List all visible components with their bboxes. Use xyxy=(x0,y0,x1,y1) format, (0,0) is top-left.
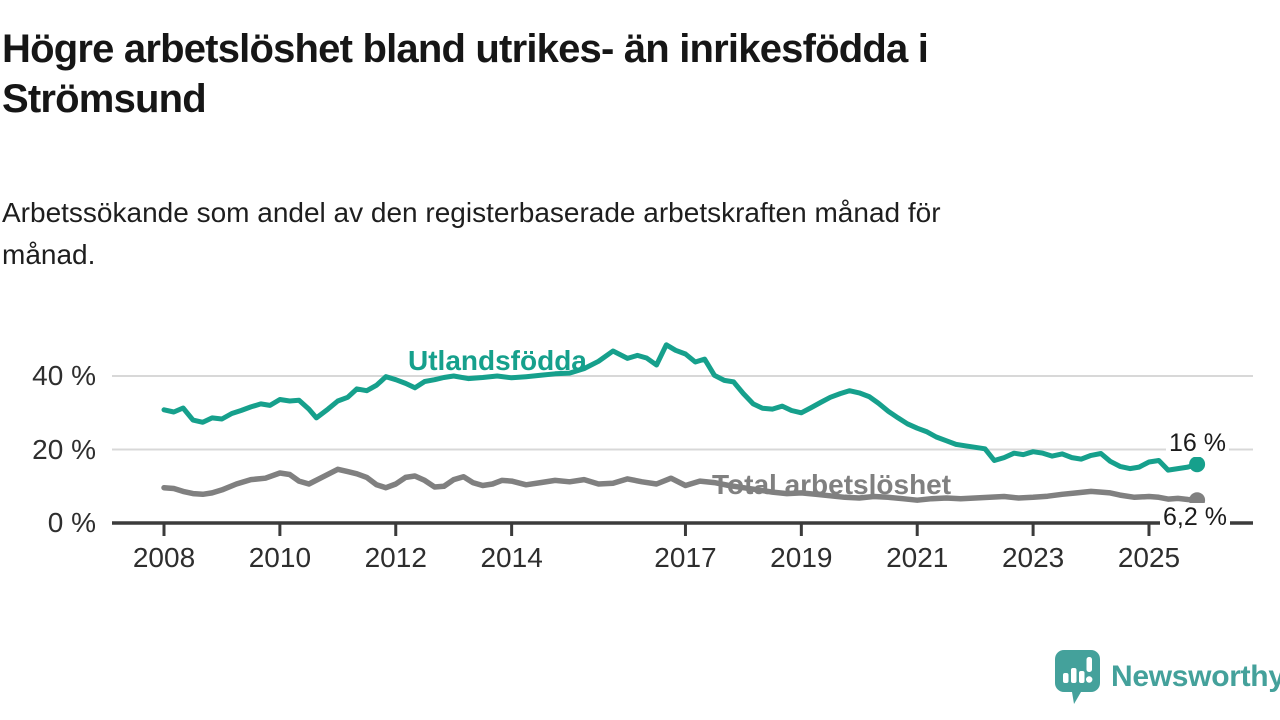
newsworthy-logo: Newsworthy xyxy=(1054,648,1280,706)
bar-2 xyxy=(1071,668,1077,683)
speech-bubble-shape xyxy=(1055,650,1100,704)
y-axis-label-20: 20 % xyxy=(32,433,96,465)
newsworthy-logo-icon xyxy=(1055,650,1100,704)
exclamation-dot xyxy=(1086,676,1093,683)
series-label-total-arbetsloshet: Total arbetslöshet xyxy=(712,469,952,500)
y-axis-label-0: 0 % xyxy=(47,507,96,538)
page-title: Högre arbetslöshet bland utrikes- än inr… xyxy=(2,24,1172,124)
exclamation-stroke xyxy=(1086,657,1092,672)
x-axis-label-2025: 2025 xyxy=(1117,542,1181,573)
page-subtitle-line1: Arbetssökande som andel av den registerb… xyxy=(2,197,941,228)
page-subtitle-line2: månad. xyxy=(2,239,96,270)
x-axis-label-2023: 2023 xyxy=(1001,542,1065,573)
x-axis-label-2017: 2017 xyxy=(654,542,717,573)
page-title-line2: Strömsund xyxy=(2,77,207,121)
page-subtitle: Arbetssökande som andel av den registerb… xyxy=(2,192,1187,276)
end-value-label-total: 6,2 % xyxy=(1160,503,1230,531)
end-value-label-utlandsfodda: 16 % xyxy=(1166,429,1229,457)
x-axis-label-2012: 2012 xyxy=(364,542,427,573)
bar-3 xyxy=(1079,671,1085,683)
x-axis-label-2010: 2010 xyxy=(248,542,312,573)
bar-1 xyxy=(1063,673,1069,683)
page-title-line1: Högre arbetslöshet bland utrikes- än inr… xyxy=(2,27,929,71)
x-axis-label-2008: 2008 xyxy=(132,542,196,573)
y-axis-label-40: 40 % xyxy=(32,360,96,391)
x-axis-label-2021: 2021 xyxy=(886,542,949,573)
brand-name: Newsworthy xyxy=(1111,660,1280,693)
x-axis-label-2014: 2014 xyxy=(480,542,543,573)
series-label-utlandsfodda: Utlandsfödda xyxy=(408,345,587,376)
x-axis-label-2019: 2019 xyxy=(770,542,833,573)
